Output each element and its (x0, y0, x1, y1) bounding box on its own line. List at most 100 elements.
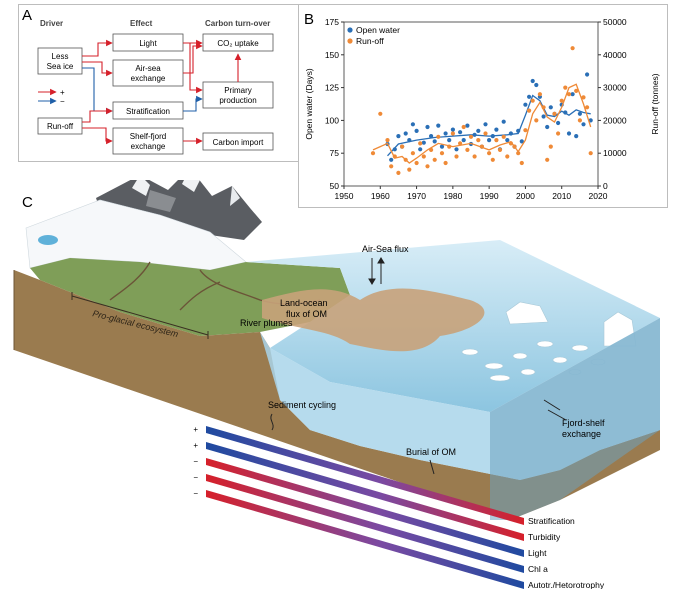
data-point-2 (497, 147, 503, 152)
data-point-2 (414, 160, 419, 166)
data-point-1 (403, 131, 408, 136)
data-point-2 (443, 160, 448, 166)
panel-b-letter: B (304, 11, 314, 28)
data-point-2 (429, 147, 434, 152)
x-tick-label: 1990 (480, 191, 499, 201)
data-point-1 (389, 157, 394, 162)
gradient-bands: + Stratification + Turbidity − Light − Chl a − Au… (193, 425, 605, 590)
box-shelf-fjord-exchange: Shelf-fjord exchange (112, 127, 184, 155)
data-point-2 (407, 167, 412, 172)
panel-b: B 1950 1960 1970 1980 1990 2000 2010 2020 50 75 10… (298, 4, 668, 208)
box-carbon-import: Carbon import (202, 132, 274, 151)
y-right-axis-label: Run-off (tonnes) (650, 73, 660, 134)
data-point-1 (574, 134, 579, 139)
y-right-tick-label: 50000 (603, 17, 627, 27)
fjord-shelf-arrows (543, 399, 567, 421)
data-point-2 (545, 157, 550, 162)
panel-c-letter: C (22, 194, 33, 211)
river-plume (262, 288, 485, 352)
data-point-2 (516, 151, 521, 156)
data-point-1 (410, 122, 415, 127)
y-left-tick-label: 125 (325, 83, 339, 93)
trend-line-1 (387, 94, 591, 157)
y-right-tick-label: 40000 (603, 50, 627, 60)
data-point-2 (585, 105, 590, 110)
data-point-2 (541, 105, 546, 110)
data-point-1 (429, 134, 434, 139)
data-point-2 (468, 134, 474, 139)
data-point-2 (479, 144, 484, 149)
data-point-1 (570, 92, 575, 97)
gradient-label: Light (528, 548, 547, 558)
legend-plus: + (60, 88, 65, 97)
gradient-sign: − (193, 457, 198, 466)
svg-text:Less: Less (52, 52, 69, 61)
x-tick-label: 1970 (407, 191, 426, 201)
data-point-2 (400, 144, 405, 149)
legend-label-1: Open water (356, 25, 400, 35)
data-point-2 (508, 141, 513, 146)
data-point-1 (527, 94, 532, 99)
burial-arrow (429, 459, 435, 475)
panel-a: A Driver Effect Carbon turn-over Less Se… (18, 4, 302, 162)
data-point-2 (472, 154, 477, 159)
x-tick-label: 2010 (552, 191, 571, 201)
gradient-band (206, 474, 524, 573)
panel-c: C (0, 168, 674, 590)
data-point-1 (447, 138, 452, 143)
data-point-2 (439, 151, 445, 156)
gradient-label: Chl a (528, 564, 548, 574)
data-point-1 (563, 110, 568, 115)
air-sea-arrows (368, 257, 385, 285)
gradient-label: Stratification (528, 516, 575, 526)
y-left-axis-label: Open water (Days) (304, 68, 314, 139)
data-point-1 (566, 131, 572, 136)
y-left-tick-label: 100 (325, 115, 339, 125)
data-point-2 (556, 131, 561, 136)
data-point-2 (403, 157, 408, 162)
data-point-1 (490, 134, 495, 139)
data-point-2 (454, 154, 459, 159)
gradient-label: Turbidity (528, 532, 561, 542)
box-less-sea-ice: Less Sea ice (37, 47, 83, 75)
data-point-2 (461, 124, 466, 130)
data-point-2 (566, 92, 572, 97)
gradient-label: Autotr./Hetorotrophy (528, 580, 605, 589)
header-carbon-turnover: Carbon turn-over (205, 19, 270, 28)
fjord-side-wall (490, 318, 660, 520)
data-point-1 (472, 132, 477, 137)
x-tick-label: 2020 (589, 191, 608, 201)
data-point-1 (577, 111, 582, 116)
data-point-2 (476, 138, 481, 143)
data-point-2 (559, 98, 564, 103)
data-point-1 (494, 127, 499, 132)
data-point-1 (534, 82, 539, 88)
data-point-2 (436, 134, 441, 139)
panel-b-chart: B 1950 1960 1970 1980 1990 2000 2010 2020 50 75 10… (298, 4, 668, 208)
label-fjord-shelf-2: exchange (562, 429, 601, 439)
data-point-1 (439, 144, 445, 149)
data-point-2 (432, 157, 437, 162)
mountains (96, 168, 262, 240)
gradient-sign: − (193, 473, 198, 482)
panel-a-letter: A (22, 7, 32, 24)
gradient-band (206, 442, 524, 541)
data-point-2 (519, 160, 524, 166)
legend-marker-2 (347, 38, 353, 44)
box-primary-production: Primary production (202, 81, 274, 109)
data-point-1 (414, 128, 419, 133)
data-point-2 (378, 111, 383, 116)
data-point-1 (432, 139, 437, 144)
y-right-tick-label: 10000 (603, 148, 627, 158)
box-air-sea-exchange: Air-sea exchange (112, 59, 184, 87)
data-point-2 (501, 134, 506, 139)
panel-c-illustration: C (13, 168, 660, 590)
y-left-tick-label: 50 (330, 181, 340, 191)
panel-b-frame (298, 4, 668, 208)
y-left-tick-label: 75 (330, 148, 340, 158)
data-point-2 (490, 157, 495, 162)
box-co2-uptake: CO₂ uptake (202, 33, 274, 52)
data-point-1 (556, 120, 561, 126)
data-point-2 (494, 138, 499, 143)
svg-text:Primary: Primary (224, 86, 252, 95)
